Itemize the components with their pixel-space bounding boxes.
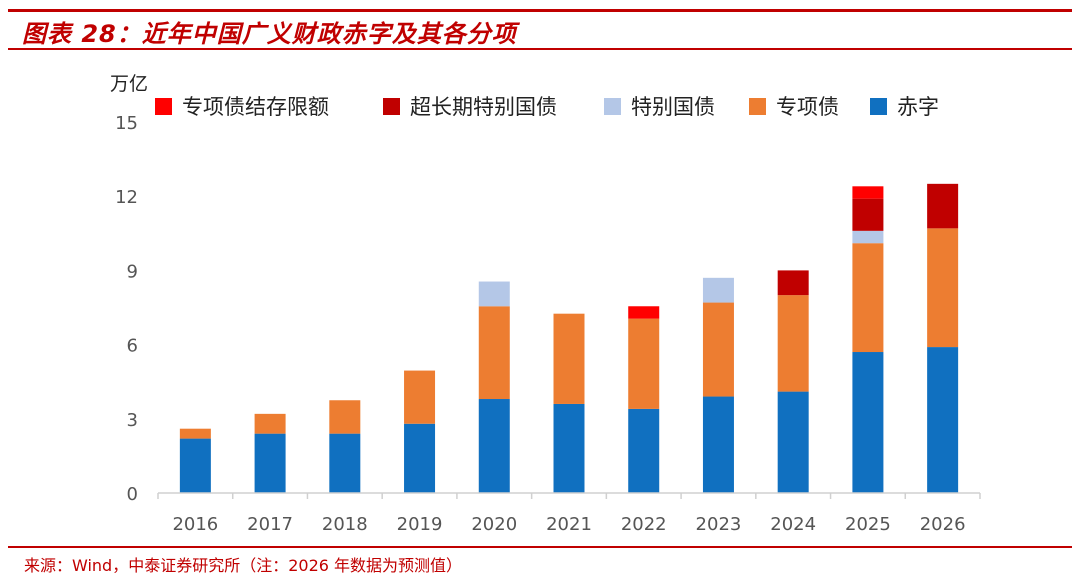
legend-swatch [604,98,621,115]
source-note: 来源：Wind，中泰证券研究所（注：2026 年数据为预测值） [24,556,463,575]
x-tick-label: 2021 [546,514,592,535]
bar-segment [478,281,510,307]
legend-label: 专项债结存限额 [182,95,329,119]
x-tick-label: 2018 [322,514,368,535]
chart-title: 图表 28：近年中国广义财政赤字及其各分项 [22,20,517,48]
bar-segment [852,352,884,493]
stacked-bar-chart: 专项债结存限额 超长期特别国债 特别国债 专项债 赤字 万亿 0 3 6 9 12 15 2016 2… [0,52,1080,542]
bar-segment [777,391,809,493]
bar-segment [927,183,959,229]
bar-segment [254,413,286,434]
bar-segment [702,302,734,397]
bar-segment [777,270,809,296]
x-axis: 2016 2017 2018 2019 2020 2021 2022 2023 2024 2025… [157,492,981,535]
legend-swatch [383,98,400,115]
bars [179,183,959,493]
legend: 专项债结存限额 超长期特别国债 特别国债 专项债 赤字 [155,95,939,119]
y-tick-label: 9 [127,261,138,282]
bar-segment [852,230,884,244]
legend-swatch [155,98,172,115]
legend-label: 专项债 [776,95,839,119]
x-tick-label: 2020 [471,514,517,535]
bar-segment [553,403,585,493]
bottom-divider [8,546,1072,548]
legend-label: 超长期特别国债 [410,95,557,119]
top-divider [8,9,1072,12]
bar-segment [852,243,884,353]
bar-segment [179,438,211,493]
bar-segment [478,399,510,493]
bar-segment [553,313,585,404]
bar-segment [329,400,361,434]
x-tick-label: 2026 [920,514,966,535]
x-tick-label: 2023 [696,514,742,535]
x-tick-label: 2025 [845,514,891,535]
header: 图表 28：近年中国广义财政赤字及其各分项 [0,0,1080,52]
bar-segment [927,347,959,493]
bar-segment [478,306,510,400]
y-tick-label: 15 [115,113,138,134]
y-tick-label: 6 [127,336,138,357]
y-unit-label: 万亿 [110,73,148,95]
x-tick-label: 2024 [770,514,816,535]
bar-segment [852,198,884,231]
legend-label: 赤字 [897,95,939,119]
bar-segment [628,318,660,409]
bar-segment [702,277,734,303]
y-axis: 万亿 0 3 6 9 12 15 [110,73,148,505]
bar-segment [179,428,211,439]
title-divider [8,48,1072,50]
bar-segment [852,186,884,199]
legend-swatch [870,98,887,115]
x-tick-label: 2016 [172,514,218,535]
bar-segment [927,228,959,348]
y-tick-label: 3 [127,410,138,431]
x-tick-label: 2019 [397,514,443,535]
bar-segment [404,423,436,493]
bar-segment [254,433,286,493]
legend-label: 特别国债 [631,95,715,119]
bar-segment [628,306,660,319]
bar-segment [404,370,436,424]
y-tick-label: 0 [127,484,138,505]
bar-segment [628,408,660,493]
x-tick-label: 2017 [247,514,293,535]
bar-segment [777,295,809,392]
y-tick-label: 12 [115,187,138,208]
bar-segment [329,433,361,493]
legend-swatch [749,98,766,115]
bar-segment [702,396,734,493]
x-tick-label: 2022 [621,514,667,535]
